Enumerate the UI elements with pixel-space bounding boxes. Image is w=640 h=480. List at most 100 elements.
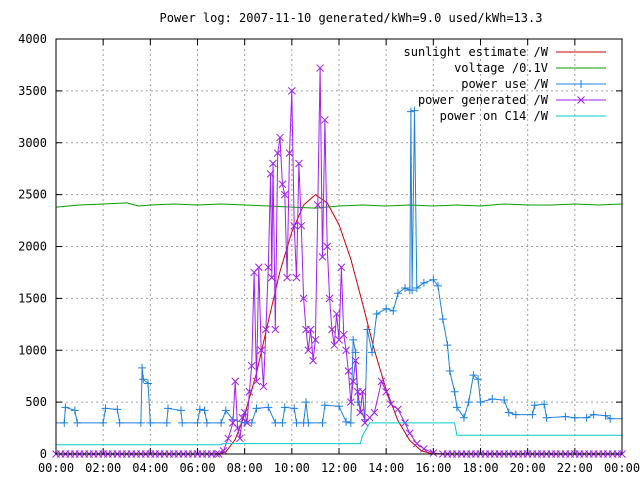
data-point: [382, 387, 391, 396]
data-point: [164, 404, 173, 413]
data-point: [245, 387, 254, 396]
data-point: [429, 449, 438, 457]
data-point: [500, 396, 509, 405]
data-point: [240, 408, 249, 417]
data-point: [464, 398, 473, 407]
x-tick-label: 16:00: [415, 461, 451, 475]
data-point: [292, 418, 301, 427]
data-point: [320, 401, 329, 410]
data-point: [136, 418, 145, 427]
data-point: [304, 346, 313, 355]
data-point: [320, 116, 329, 124]
y-tick-label: 3500: [18, 84, 47, 98]
data-point: [236, 434, 244, 443]
x-tick-label: 06:00: [179, 461, 215, 475]
data-point: [530, 401, 539, 410]
data-point: [271, 325, 280, 334]
data-point: [143, 379, 152, 388]
data-point: [368, 348, 377, 357]
data-point: [328, 325, 336, 334]
data-point: [311, 336, 320, 344]
y-tick-label: 3000: [18, 136, 47, 150]
data-point: [200, 406, 209, 415]
data-point: [146, 418, 155, 427]
series-1: [55, 202, 623, 209]
data-point: [540, 400, 549, 409]
data-point: [318, 253, 327, 261]
data-point: [323, 242, 332, 251]
data-point: [337, 263, 346, 272]
data-point: [476, 398, 485, 407]
data-point: [313, 201, 322, 209]
data-point: [276, 133, 284, 142]
data-point: [443, 341, 452, 350]
data-point: [401, 284, 410, 292]
data-point: [290, 221, 299, 230]
series-line: [56, 110, 622, 424]
data-point: [504, 408, 513, 417]
x-tick-label: 00:00: [604, 461, 640, 475]
data-point: [271, 418, 280, 427]
data-point: [299, 294, 308, 303]
data-point: [266, 170, 275, 178]
data-point: [247, 361, 256, 370]
data-point: [259, 382, 268, 391]
data-point: [387, 400, 395, 409]
data-point: [342, 417, 351, 426]
data-point: [445, 367, 454, 375]
data-point: [60, 418, 69, 427]
data-point: [278, 180, 287, 189]
data-point: [285, 149, 294, 157]
data-point: [412, 439, 421, 448]
data-point: [412, 284, 421, 292]
x-tick-label: 14:00: [368, 461, 404, 475]
data-point: [346, 398, 355, 406]
data-point: [349, 335, 358, 344]
data-point: [262, 325, 270, 334]
y-axis-ticks: 0 500 1000 1500 2000 2500 3000 3500 4000: [18, 32, 622, 461]
data-point: [219, 447, 228, 455]
data-point: [528, 410, 537, 419]
data-point: [561, 412, 570, 421]
data-point: [273, 149, 282, 157]
grid: [56, 39, 622, 454]
data-point: [138, 363, 147, 372]
x-tick-label: 10:00: [274, 461, 310, 475]
data-point: [304, 418, 313, 427]
data-point: [292, 273, 301, 282]
data-point: [377, 377, 386, 386]
y-tick-label: 500: [25, 395, 47, 409]
y-tick-label: 1000: [18, 343, 47, 357]
data-point: [297, 221, 306, 230]
legend-label: power use /W: [461, 77, 548, 91]
data-point: [254, 263, 263, 272]
data-point: [570, 413, 579, 422]
legend-label: voltage /0.1V: [454, 61, 548, 75]
data-point: [115, 418, 124, 427]
data-point: [363, 325, 372, 334]
x-tick-label: 00:00: [38, 461, 74, 475]
x-tick-label: 08:00: [227, 461, 263, 475]
data-point: [358, 387, 367, 396]
legend: sunlight estimate /W voltage /0.1V power u…: [404, 45, 606, 123]
data-point: [542, 413, 551, 422]
data-point: [370, 408, 379, 417]
data-point: [221, 406, 230, 415]
data-point: [488, 395, 497, 404]
data-point: [353, 398, 362, 407]
data-point: [176, 406, 185, 415]
legend-label: sunlight estimate /W: [404, 45, 549, 59]
data-point: [243, 419, 251, 427]
data-point: [346, 418, 355, 427]
data-point: [429, 275, 438, 284]
data-point: [162, 418, 171, 427]
data-point: [264, 403, 273, 412]
y-tick-label: 1500: [18, 291, 47, 305]
data-point: [101, 404, 110, 413]
series-line: [55, 202, 623, 209]
data-point: [344, 367, 353, 375]
data-point: [469, 371, 478, 380]
data-point: [267, 273, 276, 282]
data-point: [394, 405, 402, 414]
